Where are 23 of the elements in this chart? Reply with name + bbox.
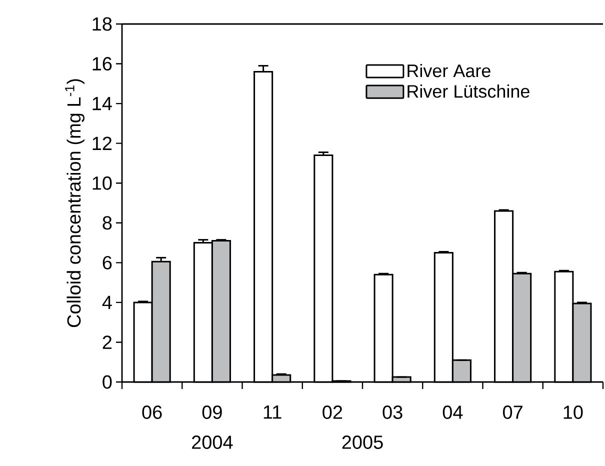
legend-label: River Lütschine xyxy=(408,84,530,98)
x-tick-label: 11 xyxy=(264,406,282,419)
y-tick-label: 10 xyxy=(92,176,112,190)
y-tick-label: 14 xyxy=(92,97,112,110)
legend-label: River Aare xyxy=(408,64,490,78)
x-tick-label: 07 xyxy=(502,406,522,419)
text: 2005 xyxy=(342,436,383,449)
x-tick-label: 04 xyxy=(442,406,463,419)
y-tick-label: 18 xyxy=(92,17,112,31)
y-axis-title: Colloid concentration (mg L$^{-1}$) xyxy=(65,79,84,328)
x-tick-label: 03 xyxy=(382,406,402,419)
x-tick-label: 02 xyxy=(322,406,342,419)
x-tick-label: 06 xyxy=(142,406,162,419)
x-tick-label: 10 xyxy=(564,406,583,419)
y-tick-label: 6 xyxy=(102,256,112,270)
y-tick-label: 0 xyxy=(102,375,112,389)
text: 2004 xyxy=(192,436,233,449)
y-tick-label: 8 xyxy=(102,216,112,230)
x-tick-label: 09 xyxy=(202,406,222,419)
y-tick-label: 16 xyxy=(92,57,112,71)
y-tick-label: 2 xyxy=(102,336,112,349)
y-tick-label: 4 xyxy=(102,296,112,309)
y-tick-label: 12 xyxy=(92,136,112,150)
